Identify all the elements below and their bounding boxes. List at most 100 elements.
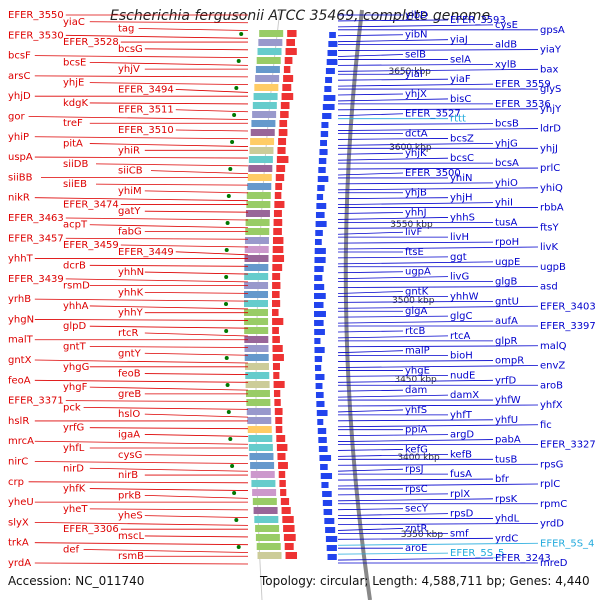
feature-block <box>244 318 269 325</box>
gene-label-left: trkA <box>8 538 29 549</box>
gene-label-right: selA <box>450 54 471 65</box>
gene-connector-right <box>337 320 494 324</box>
gene-label-left: yhiM <box>118 186 142 197</box>
gene-connector-right <box>337 542 539 546</box>
forward-gene-mark <box>277 147 286 154</box>
gene-label-left: EFER_3530 <box>8 30 64 41</box>
reverse-gene-mark <box>314 329 325 335</box>
gene-label-left: pitA <box>63 139 83 150</box>
gene-connector-left <box>34 522 249 526</box>
forward-gene-mark <box>272 363 280 370</box>
gene-label-right: glyS <box>540 84 561 95</box>
gene-label-right: kefB <box>450 449 472 460</box>
gene-label-right: yiaJ <box>450 35 468 46</box>
gene-connector-right <box>337 261 494 265</box>
gene-connector-right <box>337 49 539 51</box>
tick-dot <box>232 491 237 495</box>
gene-label-right: EFER_3243 <box>495 553 551 564</box>
reverse-gene-mark <box>320 473 333 479</box>
tick-dot <box>224 248 229 252</box>
gene-label-right: xylB <box>495 59 517 70</box>
gene-label-right: argD <box>450 430 474 441</box>
reverse-gene-mark <box>322 104 335 110</box>
gene-label-right: tusA <box>495 217 517 228</box>
feature-block <box>245 372 270 379</box>
gene-label-right: mreD <box>540 558 568 569</box>
gene-connector-right <box>337 246 539 250</box>
gene-connector-left <box>34 75 249 78</box>
gene-label-right: yhjB <box>405 188 427 199</box>
forward-gene-mark <box>282 84 292 91</box>
feature-block <box>250 462 275 469</box>
feature-block <box>259 30 284 37</box>
forward-gene-mark <box>278 462 288 469</box>
gene-label-right: glgC <box>450 311 472 322</box>
gene-connector-right <box>337 256 449 259</box>
gene-label-left: fabG <box>118 226 142 237</box>
gene-label-right: yhjH <box>450 193 473 204</box>
gene-label-left: yiaC <box>63 17 85 28</box>
tick-dot <box>224 329 229 333</box>
gene-connector-left <box>34 156 249 159</box>
gene-connector-left <box>89 224 249 229</box>
gene-label-right: gntK <box>405 286 429 297</box>
reverse-gene-mark <box>314 338 321 344</box>
forward-gene-mark <box>283 75 294 82</box>
reverse-gene-mark <box>324 86 332 92</box>
gene-connector-right <box>337 167 539 170</box>
gene-connector-right <box>337 335 449 339</box>
gene-connector-right <box>337 152 404 155</box>
gene-connector-left <box>89 427 249 430</box>
gene-connector-left <box>144 210 249 213</box>
gene-connector-left <box>120 244 249 248</box>
reverse-gene-mark <box>320 140 328 146</box>
gene-connector-left <box>28 116 249 120</box>
gene-connector-left <box>144 352 249 356</box>
gene-connector-left <box>34 379 249 383</box>
forward-gene-mark <box>286 39 296 46</box>
gene-label-left: mscL <box>118 531 144 542</box>
gene-connector-right <box>337 360 494 362</box>
gene-label-left: bcsG <box>118 44 143 55</box>
gene-label-left: greB <box>118 389 141 400</box>
gene-connector-left <box>144 190 249 194</box>
gene-connector-right <box>337 202 494 206</box>
forward-gene-mark <box>283 534 296 541</box>
gene-label-left: yrfG <box>63 423 84 434</box>
rna-label-right: EFER_5S_5 <box>450 548 504 559</box>
forward-gene-mark <box>272 282 281 289</box>
feature-block <box>244 300 268 307</box>
reverse-gene-mark <box>314 284 325 290</box>
gene-connector-right <box>337 226 539 229</box>
gene-connector-left <box>34 319 249 321</box>
gene-connector-right <box>337 508 404 511</box>
gene-connector-left <box>34 461 249 464</box>
gene-label-right: rbbA <box>540 203 564 214</box>
gene-label-right: rpsG <box>540 459 563 470</box>
reverse-gene-mark <box>325 527 336 533</box>
gene-label-right: smf <box>450 528 469 539</box>
gene-label-right: rpsC <box>405 484 428 495</box>
gene-connector-left <box>89 386 249 391</box>
reverse-gene-mark <box>315 221 327 227</box>
gene-connector-left <box>89 346 249 348</box>
forward-gene-mark <box>273 381 285 388</box>
gene-connector-left <box>144 271 249 275</box>
gene-label-left: dcrB <box>63 260 86 271</box>
gene-connector-left <box>144 373 249 375</box>
gene-label-left: yheU <box>8 497 34 508</box>
gene-label-left: slyX <box>8 517 29 528</box>
gene-label-left: feoA <box>8 375 31 386</box>
gene-label-right: EFER_3593 <box>450 15 506 26</box>
feature-block <box>253 93 278 100</box>
scale-label: 3400 kbp <box>397 453 440 463</box>
feature-block <box>257 48 282 55</box>
gene-label-right: yrdC <box>495 533 518 544</box>
gene-label-right: bcsB <box>495 119 519 130</box>
gene-label-left: yrdA <box>8 558 31 569</box>
gene-label-right: EFER_3403 <box>540 301 596 312</box>
gene-connector-right <box>337 123 494 126</box>
forward-gene-mark <box>273 219 283 226</box>
reverse-gene-mark <box>317 185 325 191</box>
